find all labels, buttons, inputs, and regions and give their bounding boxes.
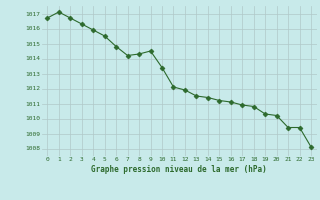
X-axis label: Graphe pression niveau de la mer (hPa): Graphe pression niveau de la mer (hPa) xyxy=(91,165,267,174)
